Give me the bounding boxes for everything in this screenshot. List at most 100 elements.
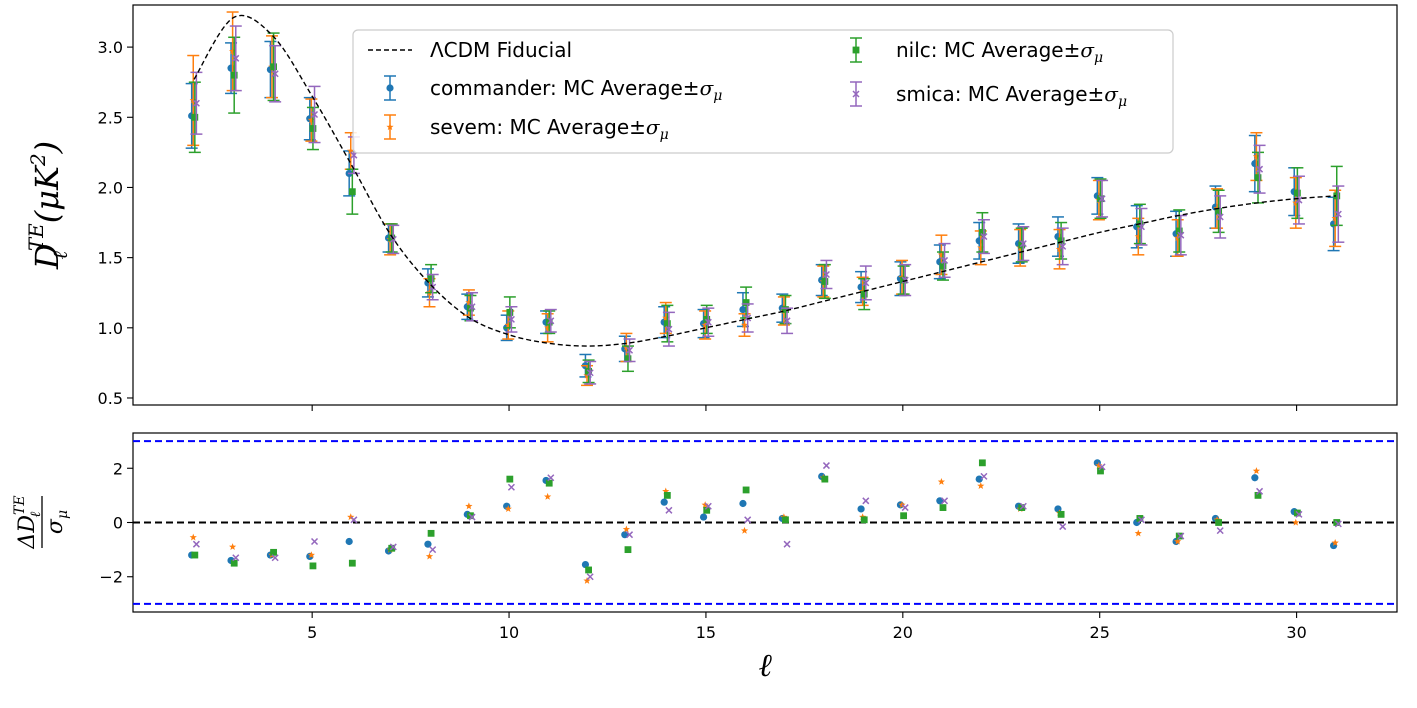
nilc-residual-point xyxy=(230,559,238,567)
sevem-point xyxy=(504,321,512,329)
sevem-residual-point xyxy=(425,552,434,560)
nilc-point xyxy=(742,299,750,306)
smica-residual-point xyxy=(665,506,673,514)
smica-residual-point xyxy=(1295,510,1303,518)
smica-residual-point xyxy=(1059,523,1067,531)
smica-point xyxy=(941,256,949,264)
nilc-residual-point xyxy=(1057,510,1065,518)
smica-residual-point xyxy=(783,540,791,548)
smica-point xyxy=(1334,210,1342,218)
smica-residual-point xyxy=(586,573,594,581)
sevem-residual-point xyxy=(937,478,946,485)
bottom-ylabel-numerator: ΔDTEℓ xyxy=(12,495,44,549)
sevem-residual-point xyxy=(1331,539,1339,546)
nilc-residual-point xyxy=(1215,519,1223,526)
bottom-xlabel: ℓ xyxy=(758,646,772,684)
top-frame xyxy=(132,4,1398,406)
sevem-residual-point xyxy=(307,551,315,559)
commander-residual-point xyxy=(621,531,629,539)
smica-point xyxy=(310,110,319,119)
smica-residual-point xyxy=(822,462,830,470)
sevem-residual-point xyxy=(465,502,473,510)
legend-entry: nilc: MC Average±σμ xyxy=(850,37,1103,66)
smica-point xyxy=(507,315,515,323)
top-panel: 0.5 1.0 1.5 2.0 2.5 3.0 DℓTE(μK2) ΛCDM Fiducial… xyxy=(24,4,1398,411)
smica-point xyxy=(1019,240,1027,248)
smica-residual-point xyxy=(901,504,909,512)
commander-residual-point xyxy=(739,499,747,508)
nilc-residual-point xyxy=(427,529,435,537)
smica-residual-point xyxy=(429,546,437,554)
smica-point xyxy=(704,318,712,326)
nilc-point xyxy=(1333,192,1341,200)
legend-label: ΛCDM Fiducial xyxy=(430,38,572,62)
nilc-residual-point xyxy=(309,562,317,570)
smica-residual-point xyxy=(862,497,870,505)
smica-point xyxy=(1177,231,1185,239)
sevem-residual-point xyxy=(1292,518,1300,526)
smica-point xyxy=(626,346,634,354)
sevem-point xyxy=(1331,214,1339,222)
nilc-residual-point xyxy=(663,491,671,499)
sevem-point xyxy=(1252,152,1261,160)
top-ytick-label: 1.5 xyxy=(98,249,123,268)
sevem-residual-point xyxy=(583,577,591,584)
commander-residual-point xyxy=(699,513,708,521)
smica-residual-point xyxy=(980,472,988,480)
nilc-residual-point xyxy=(348,559,356,567)
smica-residual-point xyxy=(507,483,515,491)
bottom-ytick-label: 0 xyxy=(113,514,123,533)
sevem-residual-point xyxy=(229,543,237,550)
sevem-point xyxy=(544,324,552,331)
commander-residual-point xyxy=(1251,474,1259,482)
sevem-residual-point xyxy=(898,501,906,508)
nilc-residual-point xyxy=(624,546,632,554)
sevem-point xyxy=(189,96,197,104)
legend-marker-swatch xyxy=(386,123,394,131)
legend-label: smica: MC Average±σμ xyxy=(896,82,1127,110)
sevem-point xyxy=(307,116,315,124)
nilc-point xyxy=(1293,189,1301,197)
legend-entry: commander: MC Average±σμ xyxy=(384,75,722,104)
bottom-ytick-label: −2 xyxy=(99,568,123,587)
fiducial-curve xyxy=(193,14,1337,347)
smica-point xyxy=(862,279,870,287)
smica-point xyxy=(1216,213,1224,221)
sevem-residual-point xyxy=(1095,461,1103,469)
bottom-xtick-label: 30 xyxy=(1286,623,1306,642)
smica-residual-point xyxy=(310,537,319,546)
smica-residual-point xyxy=(1256,487,1264,495)
nilc-residual-point xyxy=(545,479,553,487)
bottom-ylabel-denominator: σμ xyxy=(43,510,71,534)
sevem-residual-point xyxy=(189,533,197,541)
series-smica xyxy=(190,25,1345,385)
bottom-ytick-label: 2 xyxy=(113,459,123,478)
sevem-residual-point xyxy=(662,487,670,495)
top-ytick-label: 0.5 xyxy=(98,389,123,408)
smica-residual-point xyxy=(192,540,200,548)
top-ytick-label: 2.5 xyxy=(98,108,123,127)
nilc-point xyxy=(782,306,789,313)
nilc-point xyxy=(191,113,199,121)
nilc-residual-point xyxy=(191,551,199,559)
nilc-residual-point xyxy=(782,516,789,524)
smica-residual-point xyxy=(468,513,476,521)
sevem-residual-point xyxy=(544,492,552,500)
sevem-residual-point xyxy=(504,505,512,513)
top-ytick-label: 2.0 xyxy=(98,178,123,197)
nilc-residual-point xyxy=(585,566,592,574)
smica-point xyxy=(271,70,279,78)
smica-residual-point xyxy=(941,497,949,505)
top-ytick-label: 1.0 xyxy=(98,319,123,338)
smica-point xyxy=(192,99,200,107)
commander-residual-point xyxy=(936,497,944,505)
sevem-point xyxy=(740,321,749,329)
nilc-point xyxy=(427,275,435,283)
residual-series-commander xyxy=(188,459,1338,569)
legend-marker-swatch xyxy=(386,84,394,92)
sevem-residual-point xyxy=(740,526,749,534)
commander-residual-point xyxy=(581,560,590,569)
bottom-xtick-label: 10 xyxy=(499,623,519,642)
commander-residual-point xyxy=(857,505,865,513)
